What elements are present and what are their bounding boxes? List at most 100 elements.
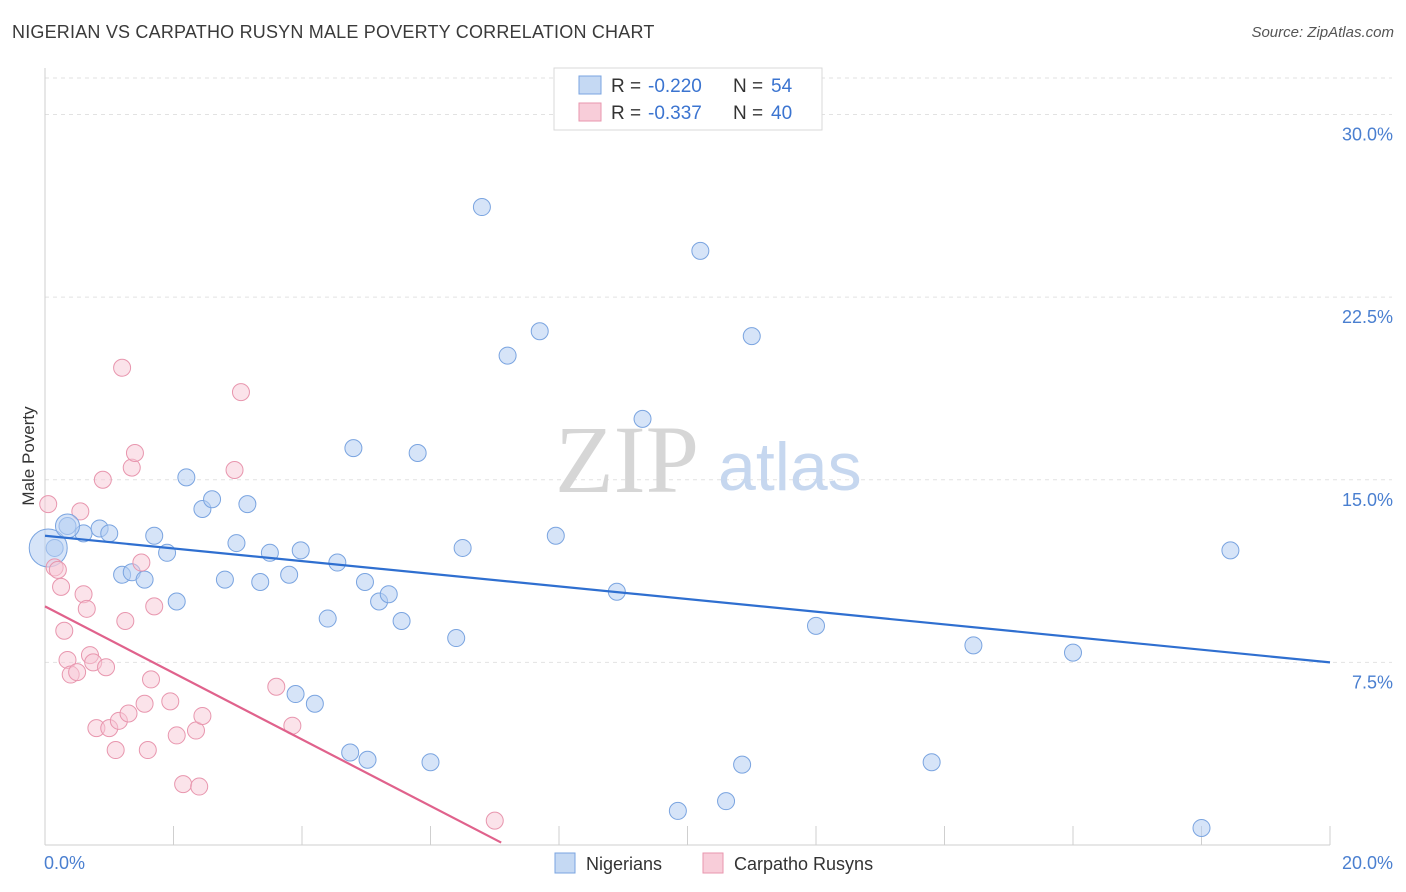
legend-n-value-1: 54 bbox=[771, 76, 793, 97]
grid-lines bbox=[45, 77, 1392, 663]
point-nigerians bbox=[1192, 818, 1211, 837]
legend-n-value-2: 40 bbox=[771, 103, 792, 124]
tick-labels: 7.5% 15.0% 22.5% 30.0% 0.0% 20.0% bbox=[44, 125, 1393, 873]
y-tick-label: 15.0% bbox=[1342, 490, 1393, 510]
point-carpatho-rusyns bbox=[119, 704, 138, 723]
point-nigerians bbox=[341, 743, 360, 762]
point-carpatho-rusyns bbox=[116, 611, 135, 630]
point-carpatho-rusyns bbox=[39, 495, 58, 514]
y-tick-label: 30.0% bbox=[1342, 125, 1393, 145]
point-nigerians bbox=[238, 495, 257, 514]
point-nigerians-large bbox=[54, 513, 80, 539]
point-nigerians bbox=[358, 750, 377, 769]
legend-n-label-2: N = bbox=[733, 103, 763, 124]
point-nigerians bbox=[691, 241, 710, 260]
point-nigerians bbox=[305, 694, 324, 713]
y-tick-label: 22.5% bbox=[1342, 307, 1393, 327]
point-nigerians bbox=[328, 553, 347, 572]
point-carpatho-rusyns bbox=[190, 777, 209, 796]
trend-line-nigerians bbox=[44, 534, 1331, 664]
point-nigerians bbox=[291, 541, 310, 560]
bottom-legend-swatch-nigerians bbox=[554, 852, 576, 874]
point-nigerians bbox=[733, 755, 752, 774]
point-nigerians bbox=[215, 570, 234, 589]
y-tick-label: 7.5% bbox=[1352, 672, 1393, 692]
point-nigerians bbox=[742, 327, 761, 346]
point-carpatho-rusyns bbox=[161, 692, 180, 711]
point-carpatho-rusyns bbox=[138, 741, 157, 760]
trend-lines bbox=[44, 534, 1331, 844]
point-carpatho-rusyns bbox=[113, 358, 132, 377]
legend-swatch-nigerians bbox=[578, 75, 602, 95]
watermark-atlas: atlas bbox=[718, 429, 862, 505]
point-nigerians bbox=[135, 570, 154, 589]
axes bbox=[44, 68, 1331, 846]
x-tick-label-max: 20.0% bbox=[1342, 853, 1393, 873]
point-nigerians bbox=[421, 753, 440, 772]
point-nigerians bbox=[227, 534, 246, 553]
bottom-legend-nigerians: Nigerians bbox=[586, 854, 662, 874]
point-carpatho-rusyns bbox=[71, 502, 90, 521]
point-carpatho-rusyns bbox=[52, 577, 71, 596]
point-nigerians bbox=[392, 611, 411, 630]
point-nigerians bbox=[167, 592, 186, 611]
point-carpatho-rusyns bbox=[142, 670, 161, 689]
point-nigerians bbox=[668, 801, 687, 820]
point-carpatho-rusyns bbox=[132, 553, 151, 572]
point-nigerians bbox=[453, 538, 472, 557]
point-nigerians bbox=[1064, 643, 1082, 662]
point-nigerians bbox=[177, 468, 196, 487]
x-tick-label-min: 0.0% bbox=[44, 853, 85, 873]
point-nigerians bbox=[498, 346, 517, 365]
point-carpatho-rusyns bbox=[122, 458, 141, 477]
point-nigerians bbox=[318, 609, 337, 628]
data-points bbox=[28, 198, 1240, 837]
point-carpatho-rusyns bbox=[193, 706, 212, 725]
point-carpatho-rusyns bbox=[167, 726, 186, 745]
bottom-legend: Nigerians Carpatho Rusyns bbox=[554, 852, 873, 874]
point-nigerians bbox=[546, 526, 565, 545]
legend-r-value-1: -0.220 bbox=[648, 76, 702, 97]
point-nigerians bbox=[530, 322, 549, 341]
legend-r-value-2: -0.337 bbox=[648, 103, 702, 124]
point-carpatho-rusyns bbox=[145, 597, 164, 616]
point-carpatho-rusyns bbox=[77, 599, 96, 618]
legend-box: R = -0.220 N = 54 R = -0.337 N = 40 bbox=[553, 67, 823, 131]
point-nigerians bbox=[633, 409, 652, 428]
point-carpatho-rusyns bbox=[68, 663, 87, 682]
point-carpatho-rusyns bbox=[225, 461, 244, 480]
watermark-zip: ZIP bbox=[555, 406, 699, 513]
trend-line-carpatho-rusyns bbox=[44, 605, 502, 844]
point-nigerians bbox=[717, 792, 736, 811]
point-nigerians bbox=[447, 629, 466, 648]
point-nigerians bbox=[408, 443, 427, 462]
point-nigerians bbox=[286, 685, 305, 704]
point-nigerians bbox=[344, 439, 363, 458]
point-nigerians bbox=[1221, 541, 1240, 560]
point-carpatho-rusyns bbox=[231, 383, 250, 402]
legend-r-label-2: R = bbox=[611, 103, 641, 124]
chart-title: NIGERIAN VS CARPATHO RUSYN MALE POVERTY … bbox=[12, 22, 655, 42]
point-nigerians bbox=[203, 490, 222, 509]
point-nigerians bbox=[964, 636, 983, 655]
point-carpatho-rusyns bbox=[93, 470, 112, 489]
point-carpatho-rusyns bbox=[97, 658, 116, 677]
point-nigerians bbox=[100, 524, 119, 543]
legend-n-label-1: N = bbox=[733, 76, 763, 97]
point-nigerians bbox=[251, 573, 270, 592]
point-nigerians bbox=[472, 198, 491, 217]
point-nigerians bbox=[922, 753, 941, 772]
point-carpatho-rusyns bbox=[106, 741, 125, 760]
point-nigerians bbox=[355, 573, 374, 592]
point-carpatho-rusyns bbox=[48, 560, 67, 579]
point-nigerians bbox=[807, 616, 825, 635]
bottom-legend-carpatho: Carpatho Rusyns bbox=[734, 854, 873, 874]
source-label: Source: ZipAtlas.com bbox=[1251, 24, 1394, 41]
point-carpatho-rusyns bbox=[485, 811, 504, 830]
point-carpatho-rusyns bbox=[174, 775, 193, 794]
point-carpatho-rusyns bbox=[55, 621, 74, 640]
point-nigerians bbox=[280, 565, 299, 584]
point-carpatho-rusyns bbox=[74, 585, 93, 604]
y-axis-label: Male Poverty bbox=[19, 406, 38, 506]
legend-swatch-carpatho bbox=[578, 102, 602, 122]
